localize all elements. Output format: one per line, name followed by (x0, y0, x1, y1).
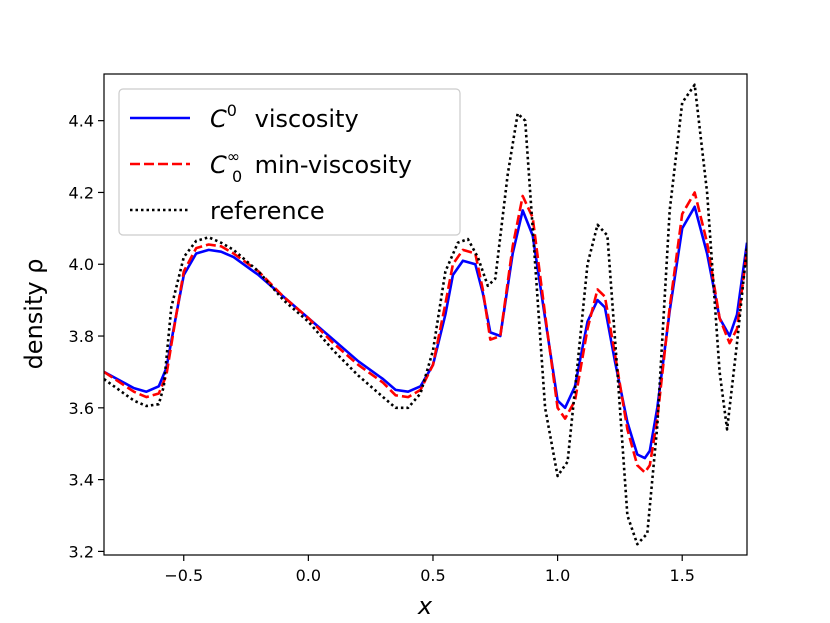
y-tick-label: 3.4 (69, 471, 94, 490)
legend-frame (118, 88, 461, 236)
plot-area-frame (103, 73, 748, 556)
y-tick-label: 3.8 (69, 327, 94, 346)
legend-label-main: reference (210, 197, 325, 225)
y-tick-label: 3.6 (69, 399, 94, 418)
legend-label-0: C0 viscosity (210, 101, 359, 133)
y-tick-label: 4.4 (69, 112, 94, 131)
legend-label-main: C (210, 105, 227, 133)
x-axis-ticks: −0.5 0.0 0.5 1.0 1.5 (164, 555, 695, 585)
x-tick-label: 0.5 (420, 566, 445, 585)
legend-label-rest: min-viscosity (247, 151, 412, 179)
x-axis-label: x (417, 592, 433, 620)
y-tick-label: 3.2 (69, 542, 94, 561)
series-line-2 (104, 83, 747, 546)
y-axis-ticks: 3.2 3.4 3.6 3.8 4.0 4.2 4.4 (69, 112, 104, 561)
y-tick-label: 4.0 (69, 255, 94, 274)
x-tick-label: −0.5 (164, 566, 203, 585)
x-tick-label: 1.0 (545, 566, 570, 585)
y-axis-label: density ρ (20, 259, 48, 370)
x-tick-label: 0.0 (296, 566, 321, 585)
legend-label-superscript: ∞ (227, 147, 240, 166)
series-line-1 (104, 191, 747, 474)
legend-label-1: C∞ 0 min-viscosity (210, 147, 412, 186)
legend-label-superscript: 0 (227, 101, 237, 120)
x-tick-label: 1.5 (669, 566, 694, 585)
legend-label-2: reference (210, 197, 325, 225)
series-layer (104, 83, 747, 546)
y-tick-label: 4.2 (69, 183, 94, 202)
legend-label-main: C (210, 151, 227, 179)
series-line-0 (104, 205, 747, 460)
legend-label-subscript: 0 (232, 167, 242, 186)
legend-label-rest: viscosity (247, 105, 359, 133)
